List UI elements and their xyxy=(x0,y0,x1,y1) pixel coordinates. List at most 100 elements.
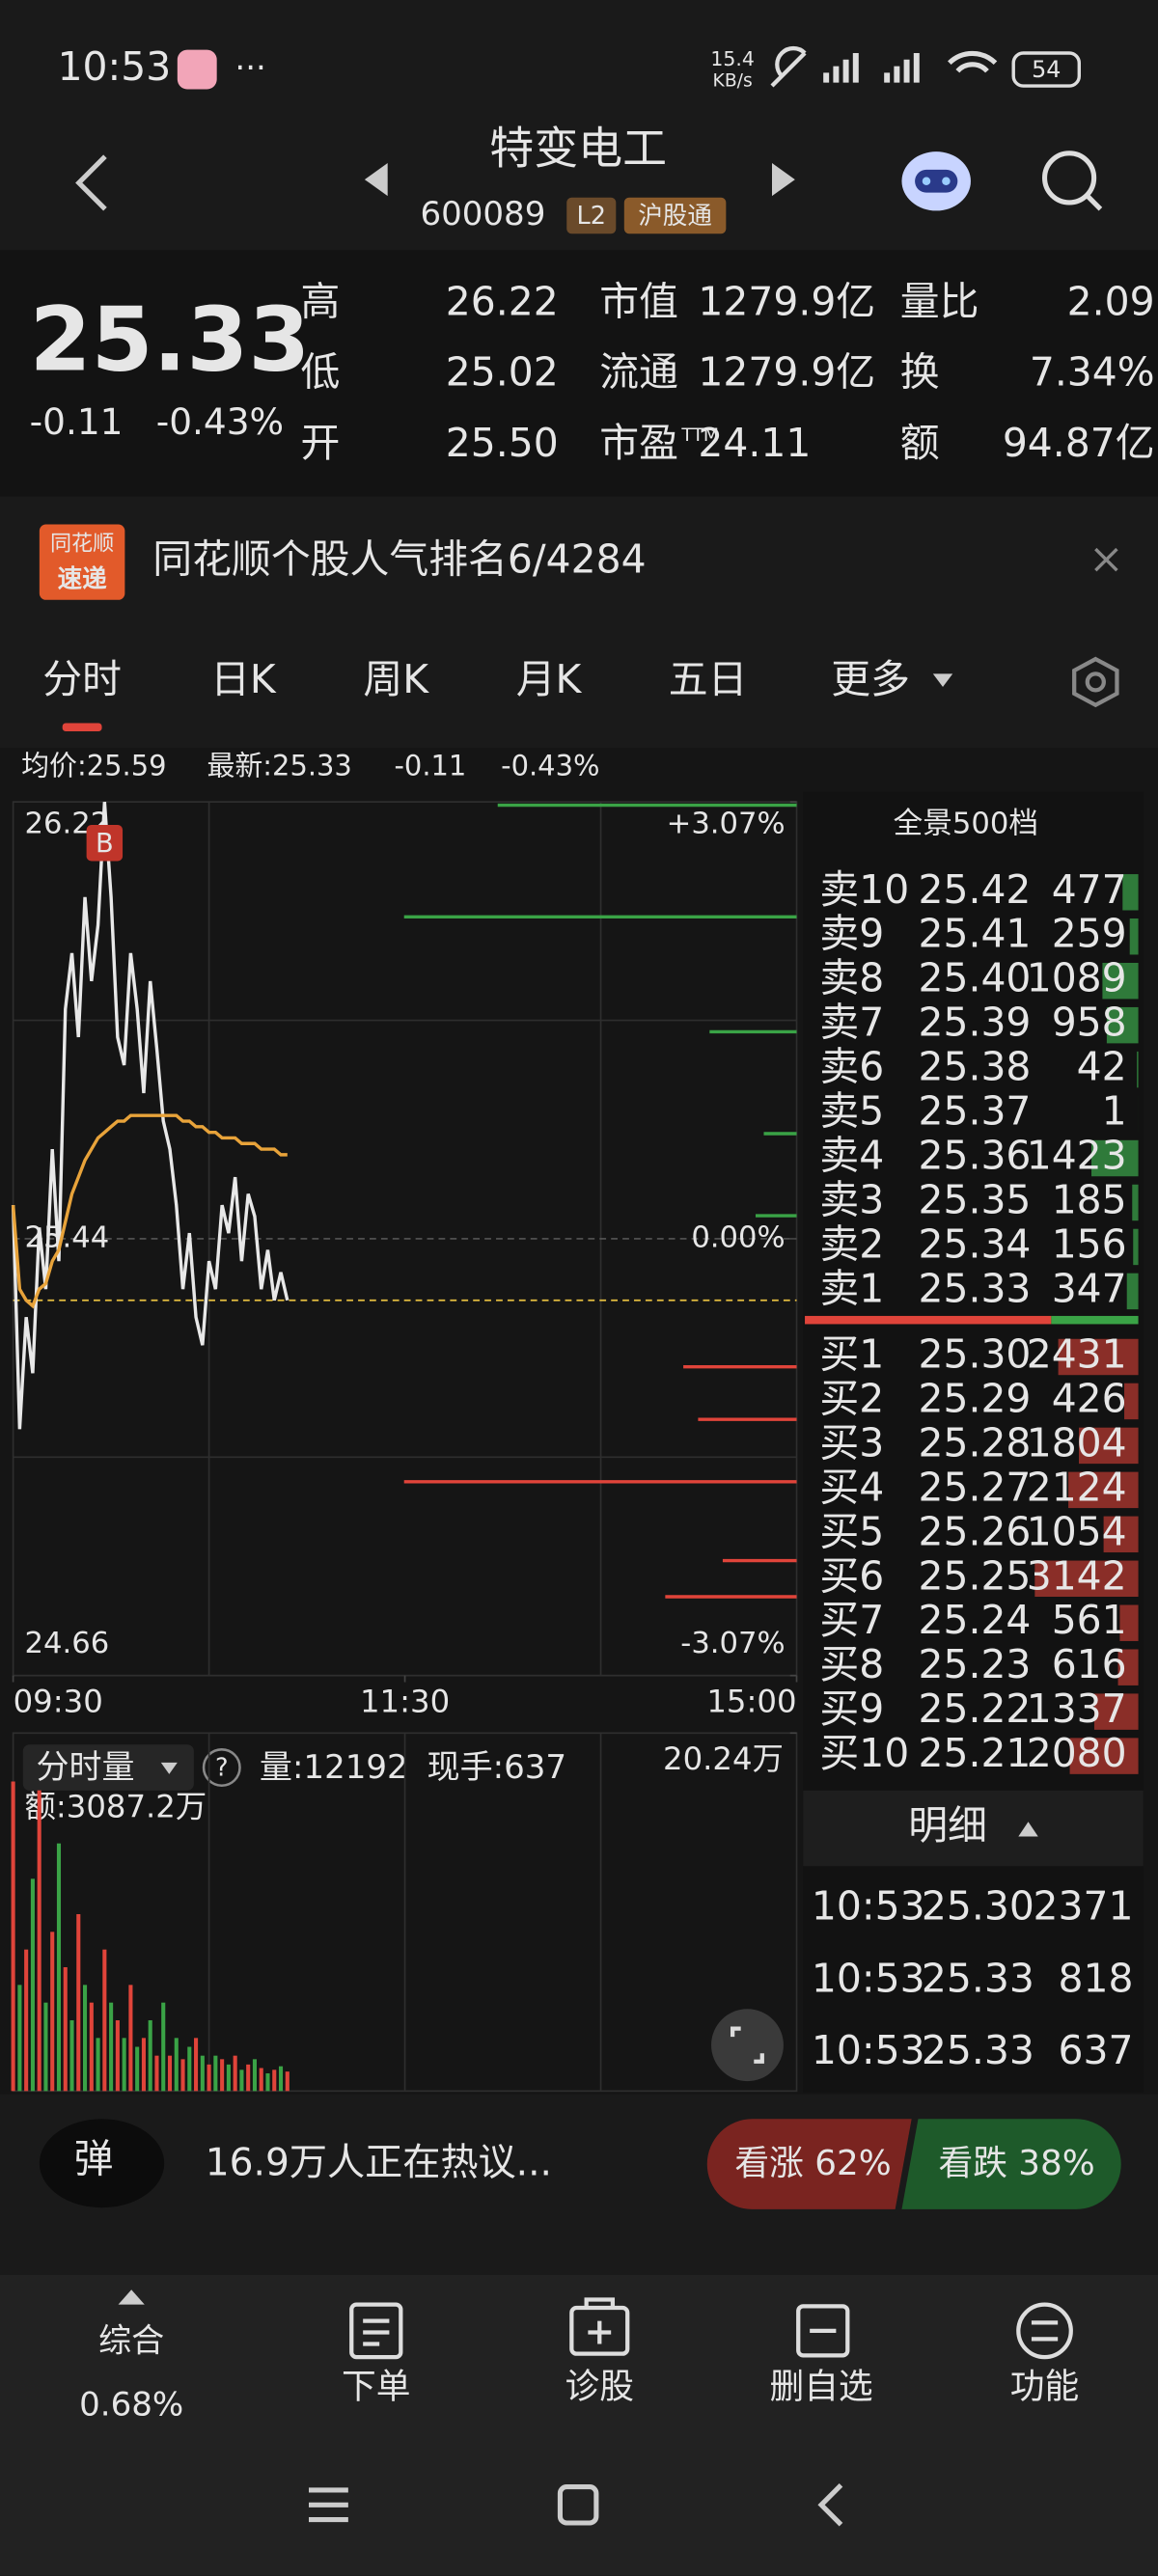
volume-selector[interactable] xyxy=(22,1744,194,1791)
stat-value: 25.02 xyxy=(446,349,559,396)
system-nav[interactable] xyxy=(309,2483,843,2527)
depth-bar xyxy=(1093,1693,1139,1730)
divider-green xyxy=(1051,1315,1139,1325)
volume-bar xyxy=(278,2066,284,2092)
help-icon[interactable] xyxy=(202,1748,241,1788)
info-change-pct: -0.43% xyxy=(501,749,599,781)
prev-stock[interactable] xyxy=(364,163,388,197)
book-volume: 3142 xyxy=(1027,1552,1127,1599)
net-speed-unit: KB/s xyxy=(713,70,753,91)
book-label: 卖4 xyxy=(819,1133,884,1179)
wifi-icon xyxy=(948,51,998,73)
book-price: 25.41 xyxy=(918,911,1031,957)
volume-bar xyxy=(83,1985,88,2092)
trades-arrow xyxy=(1018,1822,1038,1837)
book-label: 卖6 xyxy=(819,1044,884,1090)
volume-bar xyxy=(180,2059,185,2092)
trade-price: 25.33 xyxy=(922,2027,1034,2073)
nav-summary-value: 0.68% xyxy=(79,2386,183,2425)
volume-bar xyxy=(76,1914,81,2092)
book-label: 买3 xyxy=(819,1419,884,1466)
depth-bar xyxy=(1102,962,1139,1000)
volume-bar xyxy=(207,2064,211,2092)
book-price: 25.33 xyxy=(918,1265,1031,1311)
banner-close[interactable] xyxy=(1094,547,1118,572)
next-stock[interactable] xyxy=(772,163,795,197)
tab[interactable]: 分时 xyxy=(42,656,122,702)
volume-bar xyxy=(194,2038,199,2092)
trade-time: 10:53 xyxy=(812,1882,925,1929)
settings-button[interactable] xyxy=(1072,656,1119,708)
volume-bar xyxy=(56,1843,62,2092)
book-volume: 259 xyxy=(1052,911,1127,957)
stat-label: 市盈 xyxy=(599,420,678,466)
tab-indicator xyxy=(62,723,102,731)
trades-title[interactable]: 明细 xyxy=(908,1802,987,1849)
nav-item[interactable]: 下单 xyxy=(342,2367,410,2406)
volume-bar xyxy=(43,2002,48,2092)
book-label: 卖2 xyxy=(819,1220,884,1267)
book-label: 卖10 xyxy=(819,866,909,913)
banner-logo-top: 同花顺 xyxy=(50,531,114,556)
volume-label[interactable]: 分时量 xyxy=(36,1748,134,1787)
trade-volume: 637 xyxy=(1058,2027,1133,2073)
volume-bar xyxy=(135,2046,140,2092)
volume-bar xyxy=(128,1985,133,2092)
nav-summary[interactable]: 综合 xyxy=(98,2321,164,2360)
volume-bar xyxy=(167,2055,173,2092)
discussion-text[interactable]: 16.9万人正在热议... xyxy=(206,2141,552,2184)
depth-bar xyxy=(1132,1184,1139,1221)
tab[interactable]: 日K xyxy=(210,656,277,702)
banner-text[interactable]: 同花顺个股人气排名6/4284 xyxy=(152,536,646,583)
book-volume: 477 xyxy=(1052,866,1127,913)
tab[interactable]: 更多 xyxy=(831,656,910,702)
expand-button[interactable] xyxy=(711,2009,784,2082)
tab[interactable]: 周K xyxy=(363,656,429,702)
badge-l2-bg xyxy=(566,197,617,234)
volume-amount: 额:3087.2万 xyxy=(25,1789,207,1825)
volume-bar xyxy=(272,2069,277,2092)
danmaku-button[interactable] xyxy=(39,2119,165,2208)
order-book-title[interactable]: 全景500档 xyxy=(894,807,1038,840)
nav-item[interactable]: 删自选 xyxy=(769,2367,872,2406)
nav-item[interactable]: 功能 xyxy=(1010,2367,1079,2406)
nav-item[interactable]: 诊股 xyxy=(565,2367,634,2406)
latest-price: 最新:25.33 xyxy=(207,749,351,781)
book-price: 25.35 xyxy=(918,1176,1031,1222)
price-change: -0.11 xyxy=(30,400,124,443)
book-label: 买1 xyxy=(819,1330,884,1377)
volume-bar xyxy=(265,2073,270,2092)
last-price: 25.33 xyxy=(30,288,311,391)
depth-bar xyxy=(1069,1738,1139,1774)
stock-name: 特变电工 xyxy=(489,123,667,175)
depth-bar xyxy=(1058,1338,1139,1376)
book-label: 买8 xyxy=(819,1641,884,1687)
tab[interactable]: 月K xyxy=(516,656,583,702)
stat-label: 额 xyxy=(900,420,940,466)
volume-bar xyxy=(96,2038,100,2092)
stat-label: 开 xyxy=(300,420,340,466)
depth-bar xyxy=(1133,1228,1139,1266)
book-price: 25.21 xyxy=(918,1730,1031,1776)
stat-label: 低 xyxy=(300,349,340,396)
assistant-button[interactable] xyxy=(901,151,971,211)
stat-value: 2.09 xyxy=(1067,278,1155,324)
back-button[interactable] xyxy=(75,154,107,211)
book-volume: 347 xyxy=(1052,1265,1127,1311)
depth-bar xyxy=(1034,1560,1139,1597)
info-change: -0.11 xyxy=(395,749,467,781)
tab[interactable]: 五日 xyxy=(669,656,748,702)
bear-button[interactable] xyxy=(901,2119,1121,2209)
search-button[interactable] xyxy=(1042,151,1103,211)
depth-bar xyxy=(1122,874,1139,911)
book-volume: 1337 xyxy=(1027,1685,1127,1732)
volume-bar xyxy=(69,2020,74,2092)
volume-bar xyxy=(37,1790,41,2092)
bull-button[interactable] xyxy=(706,2119,912,2209)
trade-volume: 2371 xyxy=(1034,1882,1134,1929)
volume-bar xyxy=(220,2059,225,2092)
depth-bar xyxy=(1119,1604,1139,1641)
depth-bar xyxy=(1137,1051,1139,1088)
book-price: 25.30 xyxy=(918,1330,1031,1377)
book-label: 卖9 xyxy=(819,911,884,957)
